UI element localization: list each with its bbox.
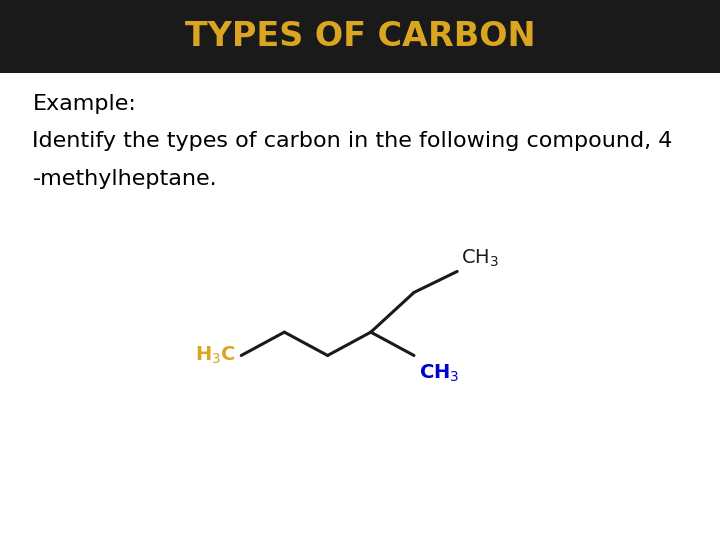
- Text: H$_3$C: H$_3$C: [195, 345, 236, 366]
- Text: Example:: Example:: [32, 94, 136, 114]
- Text: CH$_3$: CH$_3$: [461, 248, 499, 269]
- Text: TYPES OF CARBON: TYPES OF CARBON: [185, 20, 535, 53]
- Text: CH$_3$: CH$_3$: [419, 362, 459, 384]
- Text: -methylheptane.: -methylheptane.: [32, 168, 217, 188]
- Text: Identify the types of carbon in the following compound, 4: Identify the types of carbon in the foll…: [32, 131, 672, 151]
